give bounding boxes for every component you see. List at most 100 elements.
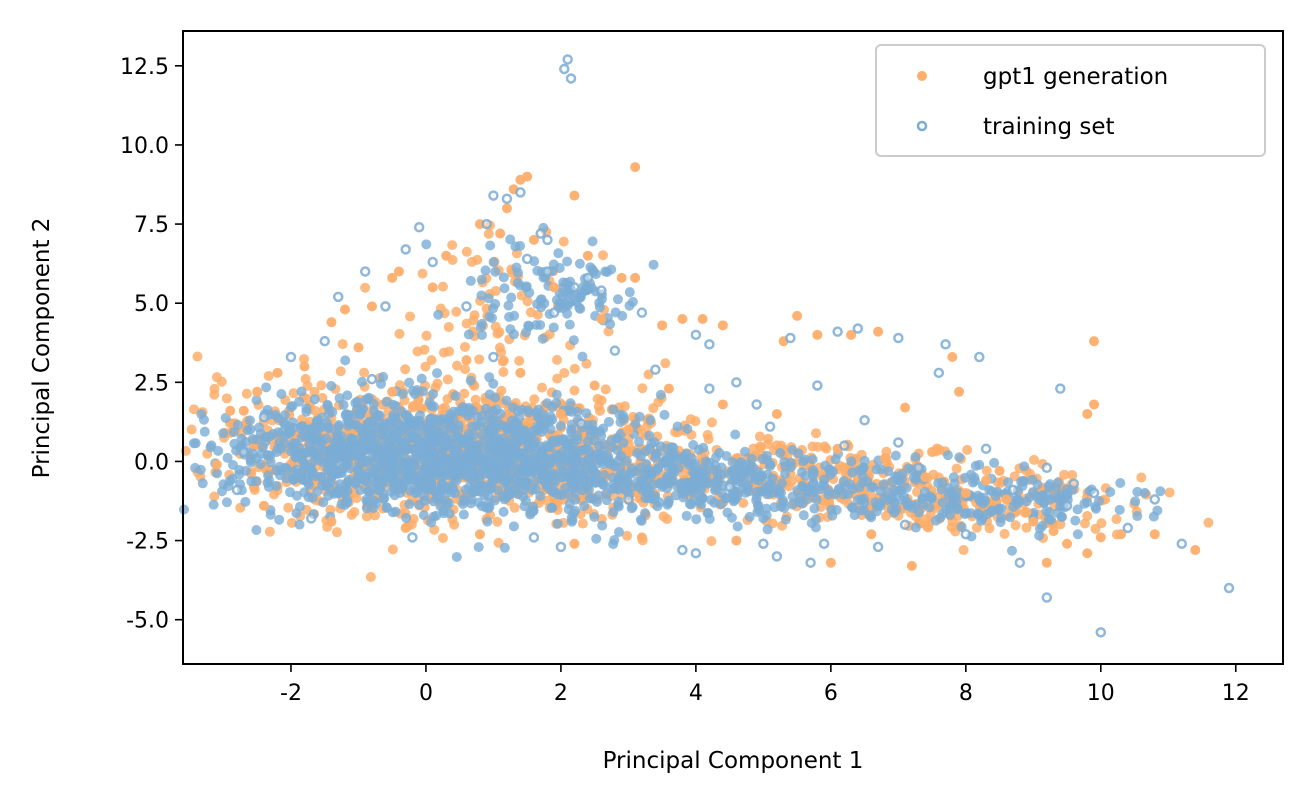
cloud-point xyxy=(508,521,519,532)
cloud-point xyxy=(287,401,298,412)
cloud-point xyxy=(764,480,775,491)
cloud-point xyxy=(810,514,821,525)
cloud-point xyxy=(192,351,203,362)
cloud-point xyxy=(946,522,957,533)
point-training-set xyxy=(380,301,391,312)
cloud-point xyxy=(246,476,257,487)
point-training-set xyxy=(481,218,492,230)
point-gpt1-generation xyxy=(238,405,249,416)
point-gpt1-generation xyxy=(339,304,350,315)
point-training-set xyxy=(893,332,904,344)
cloud-point xyxy=(449,424,460,435)
y-axis-ticks: -5.0 -2.5 0.0 2.5 5.0 7.5 10.0 12.5 xyxy=(120,55,183,634)
cloud-point xyxy=(591,533,602,544)
cloud-point xyxy=(787,491,798,502)
cloud-point xyxy=(350,478,361,489)
cloud-point xyxy=(597,520,608,531)
point-training-set xyxy=(231,484,243,496)
cloud-point xyxy=(959,509,970,520)
point-training-set xyxy=(1095,627,1107,638)
cloud-point xyxy=(1148,511,1159,522)
point-training-set xyxy=(319,335,330,347)
cloud-point xyxy=(601,495,612,506)
cloud-point xyxy=(520,495,531,506)
cloud-point xyxy=(566,424,577,435)
cloud-point xyxy=(354,458,365,469)
points-layer xyxy=(211,54,1235,638)
cloud-point xyxy=(475,421,486,432)
cloud-point xyxy=(208,499,219,510)
point-gpt1-generation xyxy=(1149,529,1160,540)
cloud-point xyxy=(224,476,235,487)
cloud-point xyxy=(511,477,522,488)
cloud-point xyxy=(535,295,546,306)
point-gpt1-generation xyxy=(441,250,452,261)
cloud-point xyxy=(658,511,669,522)
point-training-set xyxy=(407,532,418,543)
cloud-point xyxy=(232,419,243,430)
point-training-set xyxy=(1149,494,1161,505)
cloud-point xyxy=(482,516,493,527)
cloud-point xyxy=(438,508,449,519)
point-training-set xyxy=(724,481,735,493)
point-training-set xyxy=(332,291,344,303)
cloud-point xyxy=(504,311,515,322)
point-gpt1-generation xyxy=(366,301,377,312)
point-training-set xyxy=(400,244,411,255)
point-gpt1-generation xyxy=(225,405,236,416)
point-gpt1-generation xyxy=(387,272,398,283)
cloud-point xyxy=(528,449,539,460)
point-training-set xyxy=(852,323,864,334)
x-axis-ticks: -2 0 2 4 6 8 10 12 xyxy=(280,664,1250,706)
cloud-point xyxy=(604,455,615,466)
cloud-point xyxy=(211,372,222,383)
cloud-point xyxy=(371,467,382,478)
cloud-point xyxy=(419,495,430,506)
cloud-point xyxy=(331,527,342,538)
cloud-point xyxy=(460,341,471,352)
point-gpt1-generation xyxy=(657,320,668,331)
cloud-point xyxy=(1067,470,1078,481)
cloud-point xyxy=(440,468,451,479)
cloud-point xyxy=(886,494,897,505)
cloud-point xyxy=(553,434,564,445)
cloud-point xyxy=(518,484,529,495)
cloud-point xyxy=(309,394,320,405)
point-gpt1-generation xyxy=(501,203,512,214)
cloud-point xyxy=(432,378,443,389)
legend-marker-gpt1-generation xyxy=(917,71,927,81)
y-tick-label: -5.0 xyxy=(126,609,169,634)
point-gpt1-generation xyxy=(812,329,823,340)
cloud-point xyxy=(388,399,399,410)
cloud-point xyxy=(1061,484,1072,495)
cloud-point xyxy=(709,497,720,508)
cloud-point xyxy=(405,311,416,322)
cloud-point xyxy=(711,452,722,463)
cloud-point xyxy=(608,539,619,550)
cloud-point xyxy=(429,464,440,475)
cloud-point xyxy=(388,409,399,420)
cloud-point xyxy=(418,510,429,521)
cloud-point xyxy=(461,246,472,257)
cloud-point xyxy=(485,415,496,426)
point-gpt1-generation xyxy=(258,500,269,511)
point-training-set xyxy=(1014,557,1026,568)
cloud-point xyxy=(917,493,928,504)
point-training-set xyxy=(542,266,553,277)
cloud-point xyxy=(569,363,580,374)
point-gpt1-generation xyxy=(582,250,593,261)
point-gpt1-generation xyxy=(697,314,708,325)
cloud-point xyxy=(428,388,439,399)
cloud-point xyxy=(706,417,717,428)
cloud-point xyxy=(241,388,252,399)
cloud-point xyxy=(317,392,328,403)
cloud-point xyxy=(529,475,540,486)
cloud-point xyxy=(400,364,411,375)
cloud-point xyxy=(870,497,881,508)
cloud-point xyxy=(666,475,677,486)
point-gpt1-generation xyxy=(1089,399,1100,410)
cloud-point xyxy=(437,281,448,292)
cloud-point xyxy=(732,521,743,532)
cloud-point xyxy=(443,481,454,492)
cloud-point xyxy=(387,461,398,472)
